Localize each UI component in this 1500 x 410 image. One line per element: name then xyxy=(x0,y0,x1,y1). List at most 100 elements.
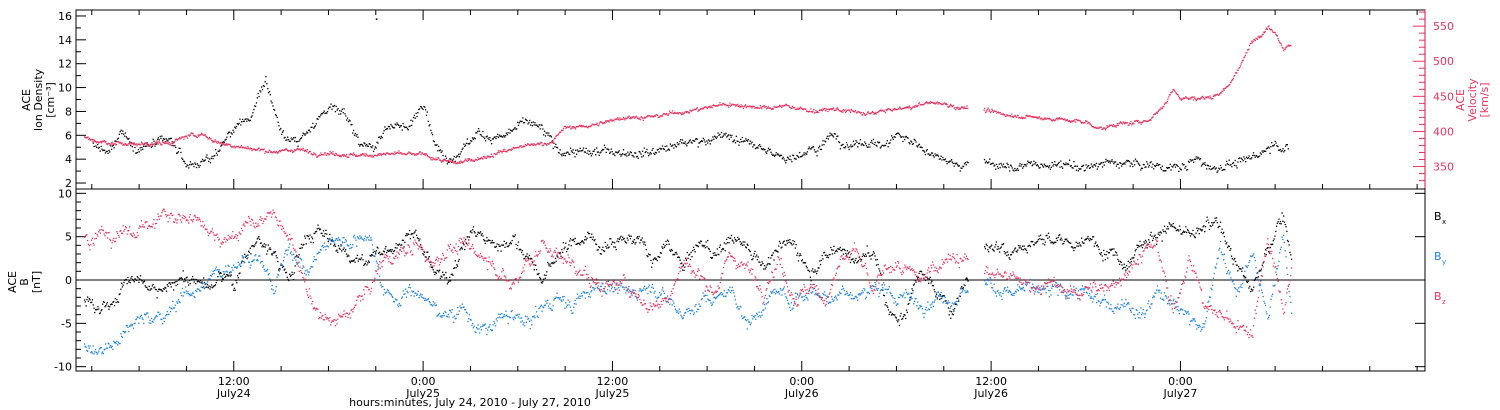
data-point-velocity xyxy=(548,143,550,145)
data-point-velocity xyxy=(1241,61,1243,63)
data-point-density xyxy=(837,135,839,137)
data-point-velocity xyxy=(1103,127,1105,129)
data-point-velocity xyxy=(850,111,852,113)
data-point-density xyxy=(282,130,284,132)
data-point-velocity xyxy=(1107,125,1109,128)
data-point-velocity xyxy=(693,109,695,111)
data-point-velocity xyxy=(696,107,698,109)
data-point-Bx xyxy=(479,232,481,234)
data-point-density xyxy=(1002,163,1005,165)
data-point-Bx xyxy=(531,258,533,260)
data-point-Bx xyxy=(707,247,710,250)
data-point-density xyxy=(379,136,381,138)
data-point-By xyxy=(141,317,143,319)
data-point-density xyxy=(631,154,633,157)
data-point-velocity xyxy=(476,159,478,161)
data-point-velocity xyxy=(996,111,999,113)
data-point-Bx xyxy=(1197,228,1200,230)
data-point-density xyxy=(773,155,776,157)
data-point-velocity xyxy=(171,142,174,145)
data-point-velocity xyxy=(1168,94,1171,96)
data-point-velocity xyxy=(284,149,287,151)
data-point-Bx xyxy=(402,239,404,242)
data-point-density xyxy=(176,152,179,154)
data-point-Bx xyxy=(276,257,278,259)
data-point-Bx xyxy=(857,261,859,263)
data-point-velocity xyxy=(179,138,181,140)
data-point-velocity xyxy=(847,109,849,111)
data-point-velocity xyxy=(346,156,348,158)
data-point-Bx xyxy=(655,258,658,260)
data-point-velocity xyxy=(1124,121,1126,123)
data-point-velocity xyxy=(393,154,395,156)
data-point-density xyxy=(713,138,715,140)
data-point-density xyxy=(1145,166,1147,168)
data-point-density xyxy=(292,138,294,140)
data-point-Bx xyxy=(1284,224,1286,226)
data-point-Bx xyxy=(452,274,454,276)
data-point-Bx xyxy=(1234,257,1236,260)
data-point-density xyxy=(957,165,960,167)
data-point-velocity xyxy=(994,110,996,112)
data-point-velocity xyxy=(593,124,595,126)
data-point-density xyxy=(1052,165,1054,167)
data-point-density xyxy=(776,154,778,156)
data-point-By xyxy=(292,253,295,255)
data-point-density xyxy=(363,142,365,144)
data-point-density xyxy=(1184,167,1186,169)
data-point-velocity xyxy=(844,109,846,111)
data-point-velocity xyxy=(91,139,93,141)
data-point-velocity xyxy=(822,108,824,110)
data-point-density xyxy=(964,162,967,164)
data-point-Bx xyxy=(626,237,628,239)
data-point-Bx xyxy=(327,240,329,243)
data-point-Bx xyxy=(1086,237,1088,239)
data-point-velocity xyxy=(878,110,880,112)
data-point-density xyxy=(1257,156,1259,159)
data-point-Bx xyxy=(127,276,129,279)
data-point-density xyxy=(1057,162,1059,165)
data-point-density xyxy=(1025,165,1027,167)
data-point-velocity xyxy=(810,108,812,110)
data-point-Bx xyxy=(1259,269,1261,271)
data-point-density xyxy=(760,145,762,148)
data-point-velocity xyxy=(854,109,857,112)
data-point-velocity xyxy=(432,157,434,159)
data-point-By xyxy=(143,322,145,325)
data-point-Bx xyxy=(692,250,694,252)
data-point-velocity xyxy=(486,156,488,158)
data-point-density xyxy=(652,147,654,150)
data-point-velocity xyxy=(1003,114,1005,116)
data-point-velocity xyxy=(884,110,886,112)
data-point-density xyxy=(1261,150,1263,152)
data-point-velocity xyxy=(1141,121,1143,124)
data-point-Bx xyxy=(524,256,527,258)
data-point-Bx xyxy=(107,305,109,307)
data-point-density xyxy=(674,145,677,147)
data-point-By xyxy=(209,278,211,280)
data-point-velocity xyxy=(542,145,544,147)
data-point-density xyxy=(661,145,664,147)
data-point-velocity xyxy=(1134,120,1136,122)
data-point-density xyxy=(675,146,678,148)
data-point-density xyxy=(308,129,310,131)
data-point-Bx xyxy=(1215,220,1217,222)
data-point-density xyxy=(937,154,939,156)
data-point-density xyxy=(699,141,701,144)
data-point-velocity xyxy=(1281,46,1283,49)
data-point-density xyxy=(857,146,859,148)
data-point-Bx xyxy=(737,238,740,240)
data-point-velocity xyxy=(238,146,240,149)
data-point-Bx xyxy=(178,278,180,280)
data-point-By xyxy=(311,266,314,268)
data-point-By xyxy=(336,238,338,240)
data-point-velocity xyxy=(747,105,749,108)
data-point-Bx xyxy=(427,258,430,260)
data-point-Bx xyxy=(734,239,736,241)
data-point-velocity xyxy=(993,110,995,112)
data-point-density xyxy=(1186,169,1189,171)
data-point-By xyxy=(113,340,115,342)
data-point-Bx xyxy=(660,252,662,254)
data-point-velocity xyxy=(1078,120,1080,122)
data-point-Bx xyxy=(274,251,277,253)
